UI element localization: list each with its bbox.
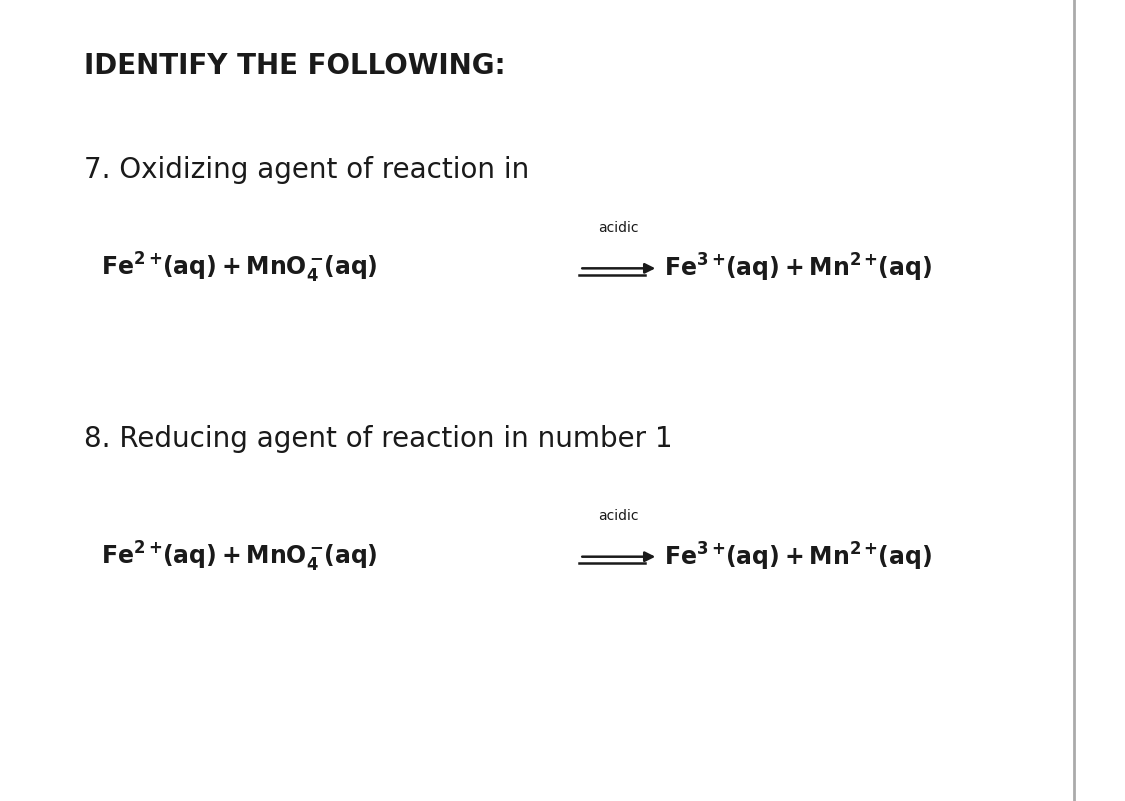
Text: IDENTIFY THE FOLLOWING:: IDENTIFY THE FOLLOWING: [84, 52, 506, 80]
Text: $\mathbf{Fe^{3+}\!(aq) + Mn^{2+}\!(aq)}$: $\mathbf{Fe^{3+}\!(aq) + Mn^{2+}\!(aq)}$ [664, 252, 932, 284]
Text: acidic: acidic [598, 221, 639, 235]
Text: 7. Oxidizing agent of reaction in: 7. Oxidizing agent of reaction in [84, 156, 530, 184]
Text: $\mathbf{Fe^{3+}\!(aq) + Mn^{2+}\!(aq)}$: $\mathbf{Fe^{3+}\!(aq) + Mn^{2+}\!(aq)}$ [664, 541, 932, 573]
Text: 8. Reducing agent of reaction in number 1: 8. Reducing agent of reaction in number … [84, 425, 673, 453]
Text: acidic: acidic [598, 509, 639, 523]
Text: $\mathbf{Fe^{2+}\!(aq) + MnO_4^-\!(aq)}$: $\mathbf{Fe^{2+}\!(aq) + MnO_4^-\!(aq)}$ [101, 540, 378, 574]
Text: $\mathbf{Fe^{2+}\!(aq) + MnO_4^-\!(aq)}$: $\mathbf{Fe^{2+}\!(aq) + MnO_4^-\!(aq)}$ [101, 252, 378, 285]
